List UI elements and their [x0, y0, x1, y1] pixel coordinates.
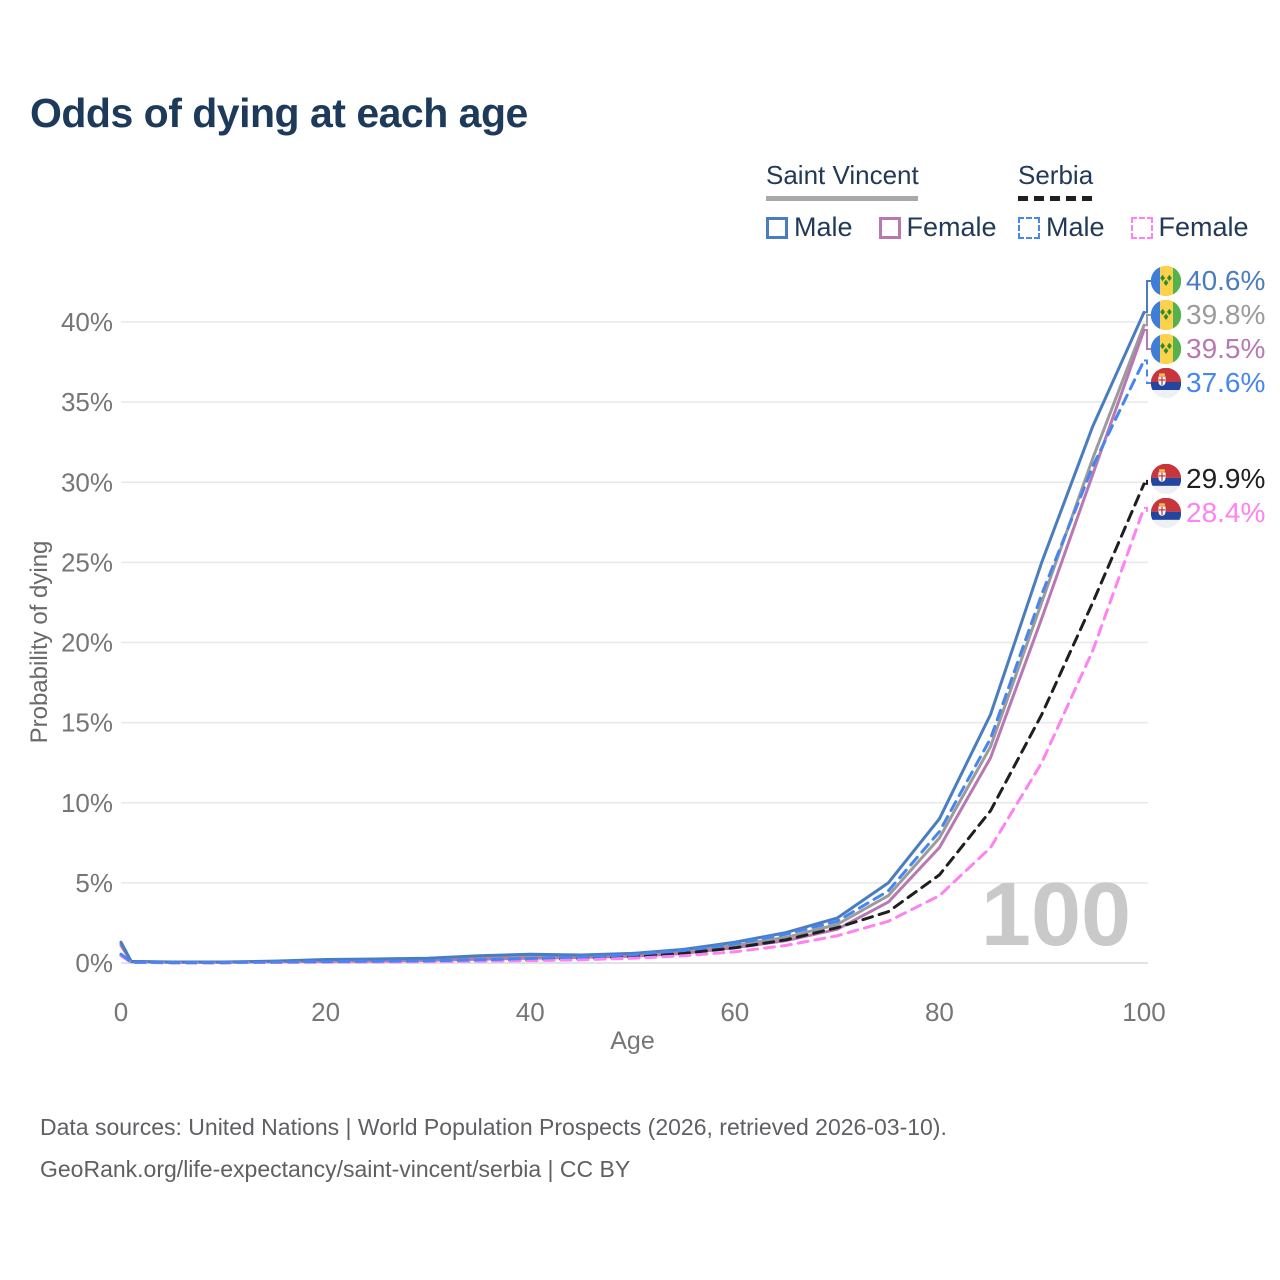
end-label-connector-sv_male: [1144, 280, 1151, 314]
y-tick-label: 15%: [61, 708, 113, 738]
legend-item-label: Female: [906, 212, 997, 242]
legend-item-serbia-female[interactable]: Female: [1130, 212, 1249, 243]
end-label-connector-rs_total: [1144, 477, 1151, 485]
y-axis-title: Probability of dying: [26, 541, 53, 744]
legend-line-sample-solid: [766, 196, 918, 201]
legend-group-title-saint-vincent[interactable]: Saint Vincent: [766, 160, 919, 190]
source-line-2: GeoRank.org/life-expectancy/saint-vincen…: [40, 1156, 631, 1182]
x-tick-label: 20: [311, 997, 340, 1027]
legend-swatch-icon: [766, 216, 788, 239]
end-label-value-sv_male: 40.6%: [1186, 265, 1265, 296]
y-tick-label: 0%: [75, 948, 113, 978]
flag-icon-saint-vincent: [1151, 300, 1181, 330]
y-tick-label: 30%: [61, 467, 113, 497]
source-line-1: Data sources: United Nations | World Pop…: [40, 1114, 947, 1140]
series-line-rs_female: [119, 506, 1146, 965]
end-label-connector-sv_female: [1144, 329, 1151, 350]
y-tick-label: 5%: [75, 868, 113, 898]
legend-item-label: Male: [794, 212, 853, 242]
legend-group-title-serbia[interactable]: Serbia: [1018, 160, 1094, 190]
x-axis-title: Age: [610, 1027, 654, 1055]
x-tick-label: 60: [720, 997, 749, 1027]
y-tick-label: 20%: [61, 628, 113, 658]
end-label-value-rs_male: 37.6%: [1186, 367, 1265, 398]
legend-item-saint-vincent-female[interactable]: Female: [878, 212, 997, 243]
end-label-value-rs_female: 28.4%: [1186, 497, 1265, 528]
flag-icon-serbia: [1151, 463, 1181, 494]
page-title: Odds of dying at each age: [30, 90, 528, 136]
x-tick-label: 0: [114, 997, 128, 1027]
x-tick-label: 40: [516, 997, 545, 1027]
y-tick-label: 35%: [61, 387, 113, 417]
end-label-value-rs_total: 29.9%: [1186, 463, 1265, 494]
x-tick-label: 80: [925, 997, 954, 1027]
flag-icon-saint-vincent: [1151, 266, 1181, 296]
watermark-age-100: 100: [981, 865, 1131, 965]
end-label-value-sv_female: 39.5%: [1186, 333, 1265, 364]
legend-line-sample-dashed: [1018, 196, 1092, 201]
legend-item-label: Female: [1158, 212, 1249, 242]
y-tick-label: 40%: [61, 307, 113, 337]
legend-group-saint-vincent: Saint Vincent Male Female: [766, 160, 997, 243]
end-label-connector-rs_female: [1144, 506, 1151, 514]
x-tick-label: 100: [1122, 997, 1165, 1027]
legend-group-serbia: Serbia Male Female: [1018, 160, 1249, 243]
legend-swatch-icon: [1018, 216, 1040, 239]
end-label-connector-rs_male: [1144, 359, 1151, 384]
data-sources-note: Data sources: United Nations | World Pop…: [40, 1106, 947, 1190]
y-tick-label: 10%: [61, 788, 113, 818]
y-tick-label: 25%: [61, 547, 113, 577]
end-label-connector-sv_total: [1144, 314, 1151, 327]
flag-icon-serbia: [1151, 368, 1181, 398]
legend-item-label: Male: [1046, 212, 1105, 242]
legend-swatch-icon: [878, 216, 901, 239]
flag-icon-serbia: [1151, 497, 1181, 528]
legend-item-serbia-male[interactable]: Male: [1018, 212, 1105, 243]
flag-icon-saint-vincent: [1151, 334, 1181, 364]
legend-swatch-icon: [1130, 216, 1153, 239]
legend-item-saint-vincent-male[interactable]: Male: [766, 212, 853, 243]
end-label-value-sv_total: 39.8%: [1186, 299, 1265, 330]
